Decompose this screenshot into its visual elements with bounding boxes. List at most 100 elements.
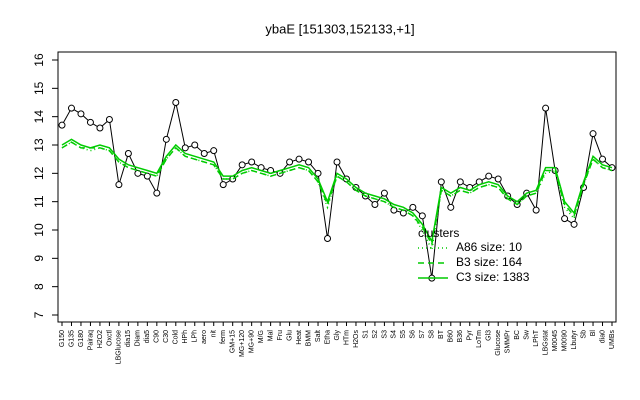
data-point: [248, 158, 256, 166]
x-tick-label: Gly: [334, 330, 341, 341]
y-tick-label: 8: [32, 283, 46, 290]
data-point: [210, 147, 218, 155]
x-tick-label: Pyr: [467, 329, 474, 340]
data-point: [532, 206, 540, 214]
data-point: [77, 110, 85, 118]
series-line: [61, 138, 613, 244]
x-tick-label: G150: [59, 330, 66, 347]
x-tick-label: GM+15: [230, 330, 237, 353]
data-point: [380, 189, 388, 197]
x-tick-label: dia15: [125, 330, 132, 347]
x-tick-label: Oxctl: [106, 330, 113, 346]
y-tick-label: 9: [32, 255, 46, 262]
x-tick-label: LPh: [192, 330, 199, 343]
data-point: [485, 172, 493, 180]
data-point: [200, 150, 208, 157]
data-point: [191, 141, 199, 149]
data-point: [115, 181, 123, 189]
data-point: [570, 220, 578, 228]
x-tick-label: S6: [410, 330, 417, 339]
x-tick-label: Cold: [173, 330, 180, 345]
legend-label: A86 size: 10: [456, 240, 522, 254]
x-tick-label: B60: [448, 330, 455, 343]
x-tick-label: Glu: [286, 330, 293, 341]
x-tick-label: BT: [438, 329, 445, 339]
series-line: [61, 102, 613, 279]
y-tick-label: 14: [32, 110, 46, 124]
x-tick-label: M/G: [258, 330, 265, 343]
y-tick-label: 7: [32, 311, 46, 318]
x-tick-label: H2O2: [97, 330, 104, 348]
data-point: [124, 150, 132, 157]
data-point: [295, 155, 303, 163]
x-tick-label: Fru: [277, 330, 284, 341]
chart-title: ybaE [151303,152133,+1]: [265, 21, 414, 36]
x-tick-label: UMBs: [609, 330, 616, 350]
x-tick-label: BMM: [305, 330, 312, 347]
series-line: [61, 141, 613, 247]
data-point: [305, 158, 313, 166]
series-line: [61, 141, 613, 253]
x-tick-label: LBGstat: [542, 330, 549, 355]
data-point: [599, 155, 607, 163]
data-point: [314, 169, 322, 177]
x-tick-label: Sw: [523, 329, 530, 340]
x-tick-label: LPhT: [533, 329, 540, 346]
x-tick-label: Gl3: [486, 330, 493, 341]
data-point: [86, 118, 94, 126]
x-tick-label: H2Os: [353, 330, 360, 348]
x-tick-label: C30: [163, 330, 170, 343]
x-tick-label: Bl: [590, 330, 597, 337]
x-tick-label: aero: [201, 330, 208, 344]
x-tick-label: MG+90: [248, 330, 255, 353]
data-point: [542, 104, 550, 112]
x-tick-label: BC: [514, 330, 521, 340]
data-point: [162, 135, 170, 143]
plot-frame: [57, 51, 617, 323]
x-tick-label: LBGlucose: [116, 330, 123, 364]
x-tick-label: Pairaq: [87, 330, 94, 350]
x-tick-label: Etha: [324, 330, 331, 345]
x-tick-label: SMMPr: [505, 329, 512, 353]
x-tick-label: M0090: [561, 330, 568, 352]
data-point: [105, 116, 113, 123]
data-point: [456, 178, 464, 186]
legend-label: B3 size: 164: [456, 255, 522, 269]
y-tick-label: 16: [32, 53, 46, 67]
legend-title: clusters: [418, 226, 459, 240]
x-tick-label: HPh: [182, 330, 189, 344]
data-point: [181, 144, 189, 152]
y-tick-label: 13: [32, 138, 46, 152]
data-point: [561, 215, 569, 223]
x-tick-label: G135: [68, 330, 75, 347]
y-tick-label: 10: [32, 223, 46, 237]
x-tick-label: Glucose: [495, 330, 502, 356]
x-tick-label: S4: [391, 330, 398, 339]
data-point: [418, 212, 426, 220]
data-point: [589, 130, 597, 138]
data-point: [172, 99, 180, 106]
x-tick-label: M0045: [552, 330, 559, 352]
x-tick-label: MG+120: [239, 330, 246, 357]
data-point: [153, 189, 161, 197]
x-tick-label: S2: [372, 330, 379, 339]
data-point: [238, 161, 246, 169]
data-point: [371, 201, 379, 208]
x-tick-label: HTm: [343, 330, 350, 345]
y-tick-label: 12: [32, 166, 46, 180]
x-tick-label: Mal: [267, 330, 274, 342]
y-tick-label: 11: [32, 195, 46, 208]
data-point: [96, 124, 104, 132]
data-point: [67, 104, 75, 112]
data-point: [333, 158, 341, 166]
x-tick-label: Heat: [296, 330, 303, 345]
x-tick-label: S1: [362, 330, 369, 339]
x-tick-label: LoTm: [476, 330, 483, 348]
x-tick-label: nit: [211, 330, 218, 337]
x-tick-label: Diam: [135, 330, 142, 347]
x-tick-label: G180: [78, 330, 85, 347]
data-point: [219, 181, 227, 189]
data-point: [447, 203, 455, 211]
x-tick-label: C90: [154, 330, 161, 343]
